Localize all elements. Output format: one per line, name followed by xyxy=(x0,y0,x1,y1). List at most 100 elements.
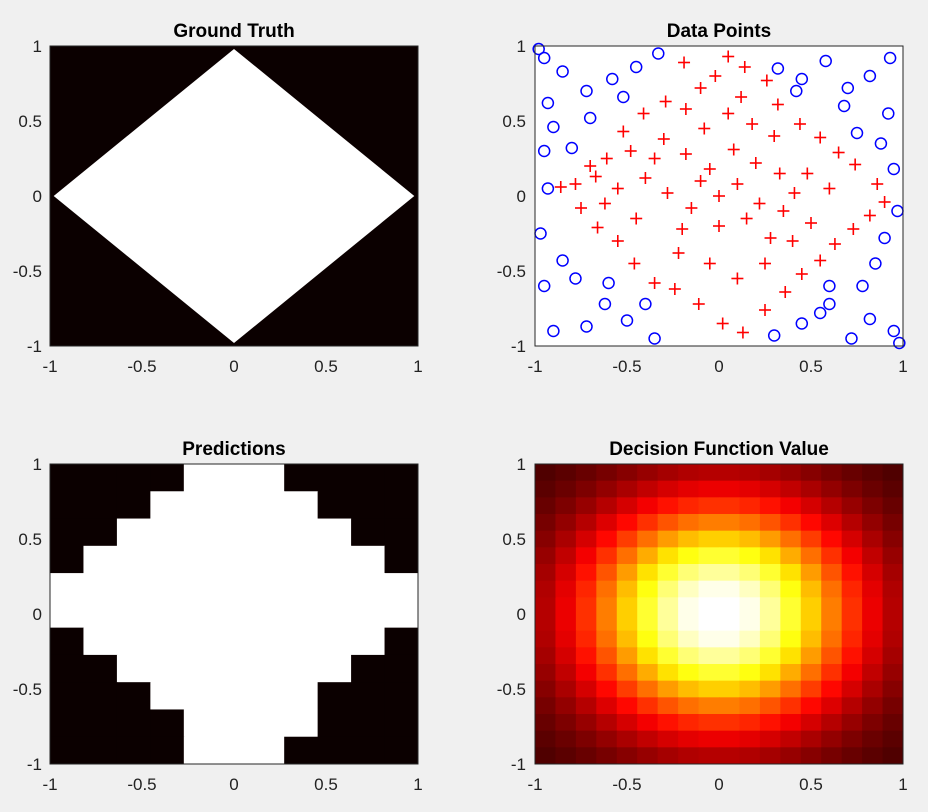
heatmap-cell xyxy=(780,630,802,648)
plus-marker xyxy=(676,223,689,235)
plus-marker xyxy=(709,70,722,82)
plus-marker xyxy=(679,148,692,160)
heatmap-cell xyxy=(555,680,577,698)
prediction-cell xyxy=(50,682,84,710)
plus-marker xyxy=(575,202,587,214)
heatmap-cell xyxy=(882,580,904,598)
prediction-cell xyxy=(83,709,118,738)
x-tick-label: 0.5 xyxy=(314,357,338,376)
heatmap-cell xyxy=(719,564,740,582)
prediction-cell xyxy=(384,518,419,547)
heatmap-cell xyxy=(841,697,863,715)
heatmap-cell xyxy=(882,647,904,665)
circle-marker xyxy=(532,42,545,56)
heatmap-cell xyxy=(596,747,618,765)
heatmap-cell xyxy=(657,514,679,532)
heatmap-cell xyxy=(821,714,843,732)
plus-marker xyxy=(630,212,643,225)
heatmap-cell xyxy=(821,614,843,632)
y-tick-label: -1 xyxy=(511,337,526,356)
heatmap-cell xyxy=(800,564,822,582)
prediction-cell xyxy=(250,573,285,601)
heatmap-cell xyxy=(575,730,597,748)
heatmap-cell xyxy=(719,580,740,598)
heatmap-cell xyxy=(657,630,679,648)
prediction-cell xyxy=(317,518,352,547)
heatmap-cell xyxy=(596,580,618,598)
prediction-cell xyxy=(351,518,386,547)
x-tick-label: 0 xyxy=(714,357,723,376)
heatmap-cell xyxy=(882,530,904,548)
y-tick-label: 1 xyxy=(33,455,42,474)
heatmap-cell xyxy=(535,614,556,632)
heatmap-cell xyxy=(555,530,577,548)
heatmap-cell xyxy=(616,564,638,582)
heatmap-cell xyxy=(882,664,904,682)
x-tick-label: 1 xyxy=(413,357,422,376)
prediction-cell xyxy=(116,491,151,520)
plus-marker xyxy=(694,175,707,187)
heatmap-cell xyxy=(759,647,781,665)
heatmap-cell xyxy=(637,714,659,732)
prediction-cell xyxy=(351,654,386,683)
heatmap-cell xyxy=(535,580,556,598)
heatmap-cell xyxy=(821,530,843,548)
heatmap-cell xyxy=(780,580,802,598)
heatmap-cell xyxy=(862,514,884,532)
heatmap-cell xyxy=(698,580,720,598)
heatmap-cell xyxy=(616,464,638,482)
circle-marker xyxy=(767,329,781,342)
heatmap-cell xyxy=(739,630,761,648)
heatmap-cell xyxy=(882,614,904,632)
heatmap-cell xyxy=(841,747,863,765)
heatmap-cell xyxy=(821,480,843,498)
heatmap-cell xyxy=(780,730,802,748)
prediction-cell xyxy=(284,627,319,656)
prediction-cell xyxy=(351,491,386,520)
heatmap-cell xyxy=(637,464,659,482)
plus-marker xyxy=(624,145,637,157)
heatmap-cell xyxy=(535,730,556,748)
circle-marker xyxy=(652,47,665,60)
data-points-markers xyxy=(532,42,906,350)
prediction-cell xyxy=(50,600,84,629)
circle-marker xyxy=(850,126,864,140)
prediction-cell xyxy=(150,682,185,710)
plus-marker xyxy=(847,223,860,235)
circle-marker xyxy=(537,144,551,158)
plus-marker xyxy=(735,91,748,103)
y-tick-label: 0.5 xyxy=(18,530,42,549)
y-tick-label: -1 xyxy=(511,755,526,774)
heatmap-cell xyxy=(637,480,659,498)
prediction-cell xyxy=(116,600,151,629)
prediction-cell xyxy=(284,491,319,520)
y-tick-label: -1 xyxy=(27,755,42,774)
heatmap-cell xyxy=(596,547,618,565)
heatmap-cell xyxy=(739,547,761,565)
circle-marker xyxy=(565,141,579,155)
heatmap-cell xyxy=(555,497,577,515)
circle-marker xyxy=(547,324,560,338)
heatmap-cell xyxy=(759,714,781,732)
heatmap-cell xyxy=(800,680,822,698)
x-tick-label: -1 xyxy=(527,775,542,794)
prediction-cell xyxy=(317,573,352,601)
heatmap-cell xyxy=(821,464,843,482)
heatmap-cell xyxy=(596,597,618,615)
data-points-panel: Data Points -1 -0.5 0 0.5 1 1 0.5 0 -0.5… xyxy=(497,21,908,376)
heatmap-cell xyxy=(759,664,781,682)
heatmap-cell xyxy=(616,514,638,532)
prediction-cell xyxy=(183,464,218,492)
x-tick-label: -0.5 xyxy=(612,775,641,794)
prediction-cell xyxy=(284,518,319,547)
heatmap-cell xyxy=(596,614,618,632)
prediction-cell xyxy=(250,736,285,765)
heatmap-cell xyxy=(882,514,904,532)
heatmap-cell xyxy=(719,497,740,515)
prediction-cell xyxy=(116,464,151,492)
heatmap-cell xyxy=(575,580,597,598)
predictions-image xyxy=(50,464,419,765)
plus-marker xyxy=(823,182,836,195)
prediction-cell xyxy=(217,654,252,683)
y-tick-label: 0.5 xyxy=(18,112,42,131)
